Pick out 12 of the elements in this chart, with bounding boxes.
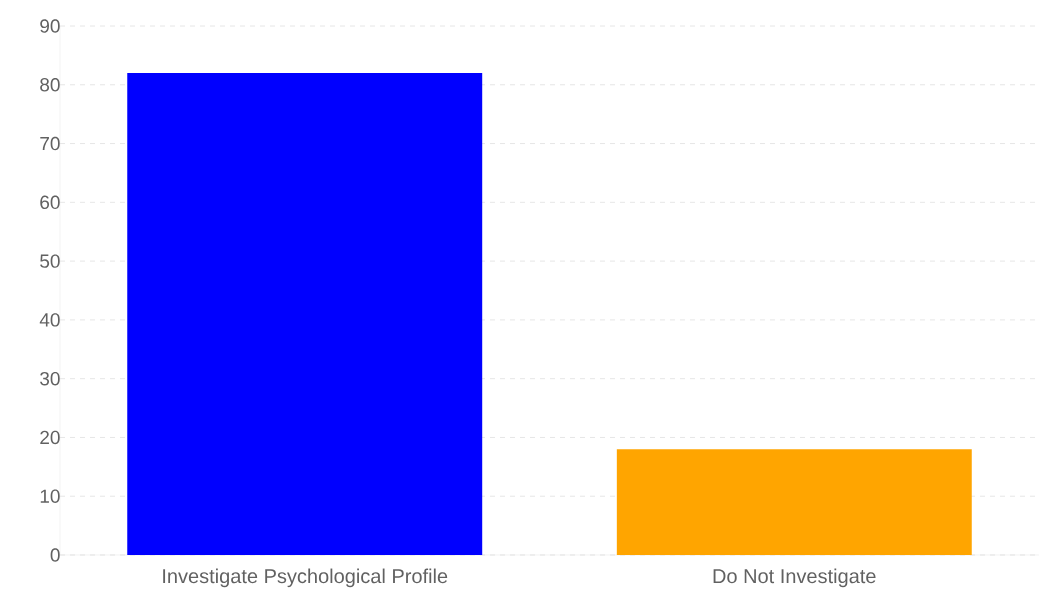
y-tick-label: 0 [50,548,60,562]
y-tick-label: 10 [40,489,60,503]
y-tick-label: 60 [40,195,60,210]
x-tick-label: Do Not Investigate [713,568,876,588]
x-tick-label: Investigate Psychological Profile [163,568,448,588]
y-tick-label: 30 [40,371,60,386]
y-tick-label: 80 [40,78,60,92]
y-tick-label: 50 [40,254,60,268]
y-tick-label: 70 [40,136,60,151]
y-tick-label: 90 [40,19,60,33]
y-tick-label: 40 [39,313,60,327]
y-tick-label: 20 [40,430,60,445]
